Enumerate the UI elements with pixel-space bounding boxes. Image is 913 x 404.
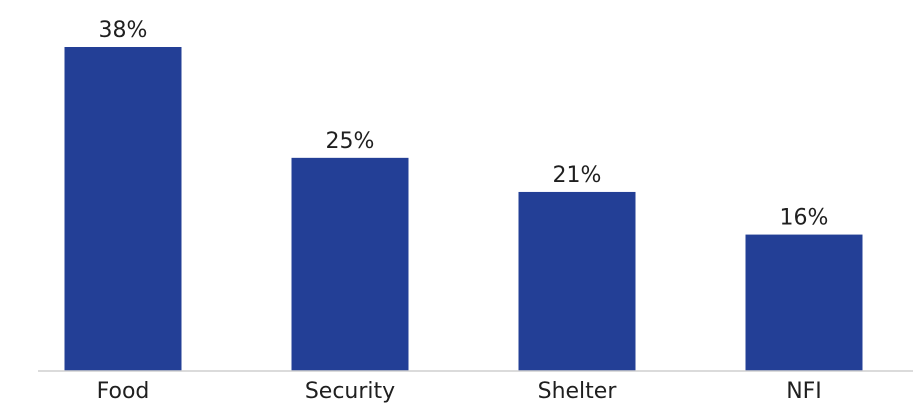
value-label-security: 25% [326,129,375,154]
category-label-nfi: NFI [786,379,822,404]
category-label-shelter: Shelter [538,379,618,404]
bar-shelter [518,191,636,371]
bar-food [64,47,182,371]
bar-security [291,157,409,371]
category-label-security: Security [305,379,395,404]
bar-nfi [745,234,863,371]
category-labels-group: Food Security Shelter NFI [97,379,822,404]
value-label-nfi: 16% [780,206,829,231]
bars-group [64,47,863,371]
value-label-food: 38% [99,18,148,43]
value-labels-group: 38% 25% 21% 16% [99,18,829,231]
category-label-food: Food [97,379,150,404]
value-label-shelter: 21% [553,163,602,188]
